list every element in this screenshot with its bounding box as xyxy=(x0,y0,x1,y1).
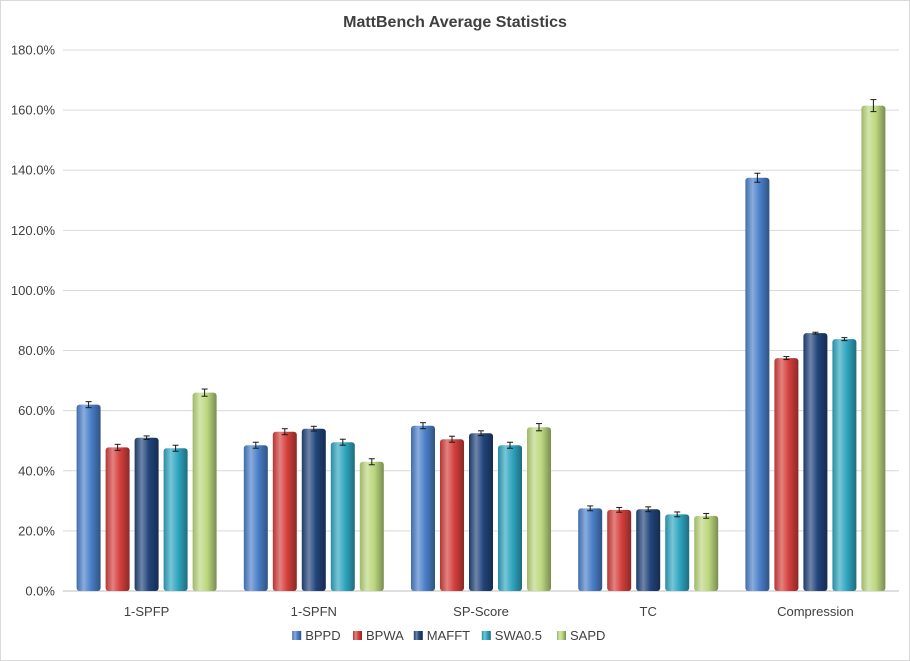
legend-label: MAFFT xyxy=(427,628,470,643)
legend-item-bppd: BPPD xyxy=(292,628,341,643)
legend-label: SWA0.5 xyxy=(495,628,542,643)
error-bar xyxy=(754,172,761,183)
bar-bpwa-1-spfp xyxy=(105,447,130,591)
bar-mafft-1-spfp xyxy=(134,437,159,591)
error-bar xyxy=(536,423,542,432)
error-bar xyxy=(143,435,150,441)
legend-swatch xyxy=(557,631,566,640)
error-bar xyxy=(368,458,375,466)
legend-label: SAPD xyxy=(570,628,605,643)
error-bar xyxy=(339,438,346,446)
legend-swatch xyxy=(292,631,302,640)
bar-bpwa-tc xyxy=(607,509,632,591)
x-tick-label: 1-SPFP xyxy=(124,604,170,619)
bar-sapd-1-spfp xyxy=(192,392,217,591)
label-layer: 0.0% 20.0% 40.0% 60.0% 80.0% 100.0% 120.0% 140.… xyxy=(11,43,854,620)
error-bar xyxy=(703,512,710,519)
error-bar xyxy=(85,401,92,409)
bar-swa0-5-tc xyxy=(665,514,690,591)
error-bar xyxy=(449,435,455,443)
bar-bpwa-sp-score xyxy=(440,439,464,591)
bar-bppd-1-spfn xyxy=(243,445,268,591)
bar-swa0-5-compression xyxy=(832,339,857,591)
error-bar xyxy=(783,356,790,361)
bar-layer xyxy=(76,105,886,591)
y-tick-label: 20.0% xyxy=(18,523,55,538)
error-bar xyxy=(252,441,259,449)
x-tick-label: SP-Score xyxy=(453,604,509,619)
y-tick-label: 160.0% xyxy=(11,103,56,118)
bar-swa0-5-1-spfp xyxy=(163,448,188,591)
y-tick-label: 100.0% xyxy=(11,283,56,298)
error-bar xyxy=(172,444,179,452)
bar-mafft-1-spfn xyxy=(301,428,326,591)
error-bar xyxy=(674,511,681,518)
bar-bppd-tc xyxy=(578,508,603,591)
legend-item-swa0-5: SWA0.5 xyxy=(481,628,542,643)
bar-sapd-sp-score xyxy=(527,427,551,591)
legend-swatch xyxy=(413,631,423,640)
bar-bppd-compression xyxy=(745,177,770,591)
bar-bppd-sp-score xyxy=(411,425,435,591)
error-bar xyxy=(114,443,121,451)
x-tick-label: Compression xyxy=(777,604,854,619)
y-tick-label: 60.0% xyxy=(18,403,55,418)
y-tick-label: 80.0% xyxy=(18,343,55,358)
error-bar xyxy=(310,425,317,432)
error-bar xyxy=(420,422,426,430)
y-tick-label: 120.0% xyxy=(11,223,56,238)
bar-bpwa-compression xyxy=(774,358,799,591)
bar-swa0-5-1-spfn xyxy=(330,442,355,591)
bar-sapd-1-spfn xyxy=(359,461,384,591)
error-bar xyxy=(841,337,848,342)
error-bar-layer xyxy=(85,99,877,519)
legend: BPPD BPWA MAFFT SWA0.5 SAPD xyxy=(292,628,605,643)
bar-mafft-sp-score xyxy=(469,433,493,591)
bar-swa0-5-sp-score xyxy=(498,445,522,591)
legend-item-mafft: MAFFT xyxy=(413,628,470,643)
error-bar xyxy=(870,99,877,113)
error-bar xyxy=(645,506,652,513)
chart-title: MattBench Average Statistics xyxy=(343,14,567,31)
y-tick-label: 140.0% xyxy=(11,163,56,178)
bar-mafft-compression xyxy=(803,333,828,591)
y-tick-label: 0.0% xyxy=(25,584,55,599)
legend-item-sapd: SAPD xyxy=(557,628,605,643)
legend-label: BPPD xyxy=(305,628,340,643)
legend-swatch xyxy=(353,631,362,640)
x-tick-label: 1-SPFN xyxy=(291,604,337,619)
y-tick-label: 180.0% xyxy=(11,43,56,58)
legend-label: BPWA xyxy=(366,628,404,643)
bar-sapd-tc xyxy=(694,515,719,591)
error-bar xyxy=(507,441,513,449)
error-bar xyxy=(812,331,819,335)
legend-item-bpwa: BPWA xyxy=(353,628,404,643)
error-bar xyxy=(281,428,288,436)
bar-mafft-tc xyxy=(636,509,661,591)
error-bar xyxy=(616,506,623,513)
x-tick-label: TC xyxy=(640,604,657,619)
error-bar xyxy=(201,388,208,397)
error-bar xyxy=(587,505,594,512)
error-bar xyxy=(478,430,484,437)
legend-swatch xyxy=(481,631,491,640)
bar-bpwa-1-spfn xyxy=(272,431,297,591)
bar-bppd-1-spfp xyxy=(76,404,101,591)
y-tick-label: 40.0% xyxy=(18,463,55,478)
bar-sapd-compression xyxy=(861,105,886,591)
